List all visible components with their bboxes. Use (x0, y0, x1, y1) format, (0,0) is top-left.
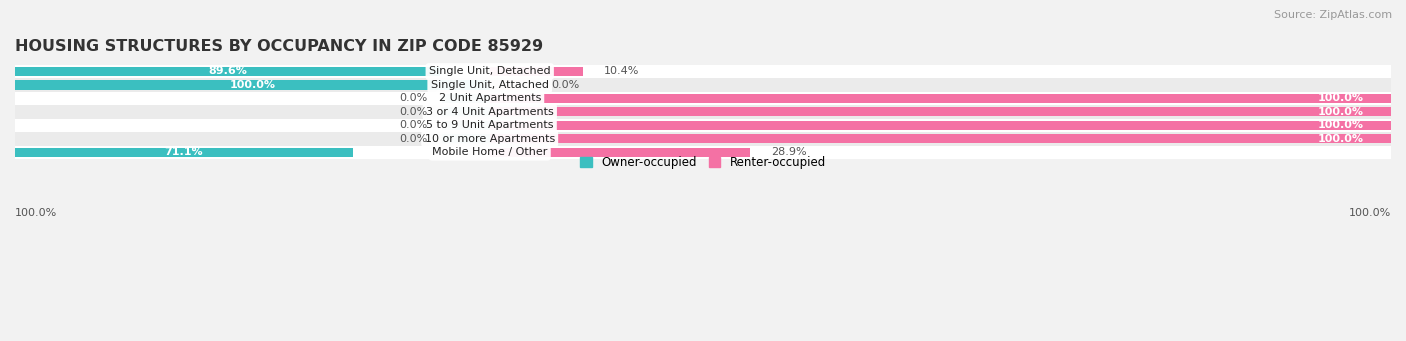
Legend: Owner-occupied, Renter-occupied: Owner-occupied, Renter-occupied (575, 151, 831, 174)
Bar (441, 94, 489, 103)
Text: Single Unit, Detached: Single Unit, Detached (429, 66, 551, 76)
Text: 2 Unit Apartments: 2 Unit Apartments (439, 93, 541, 103)
Text: 100.0%: 100.0% (1317, 120, 1364, 130)
Bar (441, 134, 489, 143)
Bar (15, 132, 1391, 146)
Text: 0.0%: 0.0% (399, 134, 427, 144)
Text: 100.0%: 100.0% (1348, 208, 1391, 218)
Bar (15, 65, 1391, 78)
Text: HOUSING STRUCTURES BY OCCUPANCY IN ZIP CODE 85929: HOUSING STRUCTURES BY OCCUPANCY IN ZIP C… (15, 39, 543, 54)
Text: 0.0%: 0.0% (399, 93, 427, 103)
Text: 5 to 9 Unit Apartments: 5 to 9 Unit Apartments (426, 120, 554, 130)
Text: 100.0%: 100.0% (1317, 134, 1364, 144)
Bar (441, 107, 489, 117)
Text: 0.0%: 0.0% (551, 80, 579, 90)
Bar (489, 94, 1391, 103)
Bar (15, 67, 440, 76)
Text: 100.0%: 100.0% (1317, 93, 1364, 103)
Text: 0.0%: 0.0% (399, 107, 427, 117)
Bar (441, 121, 489, 130)
Bar (489, 80, 538, 90)
Text: 0.0%: 0.0% (399, 120, 427, 130)
Text: 100.0%: 100.0% (229, 80, 276, 90)
Bar (15, 148, 353, 157)
Bar (15, 146, 1391, 159)
Text: Mobile Home / Other: Mobile Home / Other (432, 147, 547, 157)
Text: 3 or 4 Unit Apartments: 3 or 4 Unit Apartments (426, 107, 554, 117)
Bar (489, 121, 1391, 130)
Bar (15, 92, 1391, 105)
Text: 10.4%: 10.4% (605, 66, 640, 76)
Text: 10 or more Apartments: 10 or more Apartments (425, 134, 555, 144)
Bar (489, 67, 583, 76)
Text: 100.0%: 100.0% (1317, 107, 1364, 117)
Text: Single Unit, Attached: Single Unit, Attached (430, 80, 548, 90)
Bar (15, 119, 1391, 132)
Text: 28.9%: 28.9% (770, 147, 807, 157)
Text: Source: ZipAtlas.com: Source: ZipAtlas.com (1274, 10, 1392, 20)
Bar (489, 107, 1391, 117)
Text: 100.0%: 100.0% (15, 208, 58, 218)
Bar (15, 80, 489, 90)
Text: 71.1%: 71.1% (165, 147, 202, 157)
Bar (489, 148, 751, 157)
Text: 89.6%: 89.6% (208, 66, 247, 76)
Bar (489, 134, 1391, 143)
Bar (15, 78, 1391, 92)
Bar (15, 105, 1391, 119)
